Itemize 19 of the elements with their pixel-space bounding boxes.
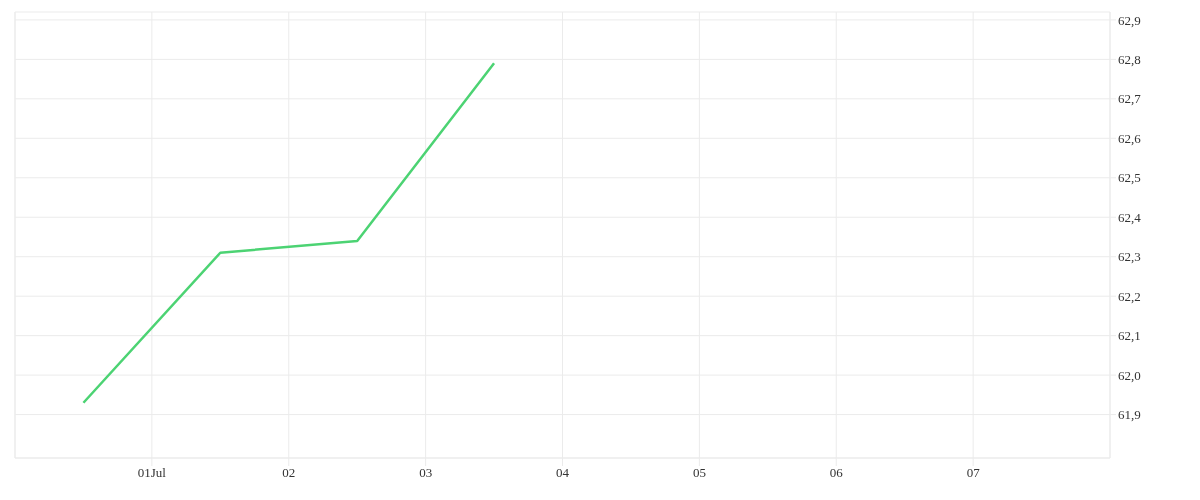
y-tick-label: 62,8 xyxy=(1118,51,1141,67)
x-tick-label: 02 xyxy=(282,465,296,481)
x-tick-label: 03 xyxy=(419,465,433,481)
y-tick-label: 61,9 xyxy=(1118,407,1141,423)
y-tick-label: 62,4 xyxy=(1118,209,1142,225)
y-tick-label: 62,7 xyxy=(1118,91,1142,107)
y-tick-label: 62,5 xyxy=(1118,170,1141,186)
y-tick-label: 62,9 xyxy=(1118,12,1141,28)
y-tick-label: 62,0 xyxy=(1118,367,1141,383)
y-tick-label: 62,1 xyxy=(1118,328,1141,344)
x-tick-label: 01Jul xyxy=(137,465,167,481)
x-tick-label: 06 xyxy=(829,465,844,481)
y-tick-label: 62,2 xyxy=(1118,288,1141,304)
x-tick-label: 07 xyxy=(966,465,981,481)
y-tick-label: 62,3 xyxy=(1118,249,1141,265)
x-tick-label: 05 xyxy=(692,465,706,481)
y-tick-label: 62,6 xyxy=(1118,130,1142,146)
x-tick-label: 04 xyxy=(556,465,570,481)
line-series xyxy=(82,62,496,404)
